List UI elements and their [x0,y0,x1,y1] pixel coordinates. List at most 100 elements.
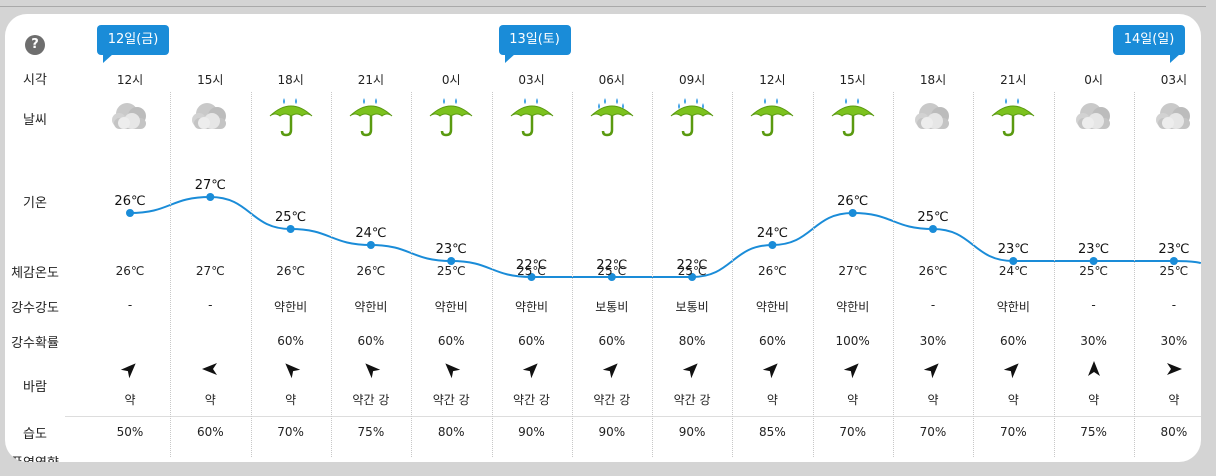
precip-prob-value: 60% [277,334,304,348]
temperature-data-label: 22℃ [677,258,708,273]
rain-umbrella-icon [988,94,1038,138]
time-label: 15시 [839,73,866,87]
precip-intensity-value: 약한비 [836,300,870,314]
day-tag: 12일(금) [97,25,169,63]
row-divider [65,416,1201,417]
temperature-point [688,273,697,281]
wind-strength-value: 약 [204,393,216,407]
cloudy-icon [185,94,235,138]
day-tag-label: 13일(토) [509,32,560,47]
precip-prob-value: 30% [1080,334,1107,348]
heavy-rain-umbrella-icon [667,94,717,138]
temperature-data-label: 25℃ [917,210,948,225]
wind-strength-value: 약간 강 [352,393,390,407]
wind-direction-icon [999,355,1027,383]
temperature-data-label: 25℃ [275,210,306,225]
day-tag-pointer [504,54,515,63]
humidity-value: 80% [437,425,465,439]
feels-like-value: 25℃ [517,264,546,278]
temperature-data-label: 26℃ [114,194,145,209]
rain-umbrella-icon [346,94,396,138]
top-divider [0,6,1206,7]
precip-intensity-value: 보통비 [675,300,709,314]
temperature-point [206,193,215,201]
feels-like-value: 26℃ [356,264,386,278]
precip-prob-value: 60% [759,334,786,348]
wind-direction-icon [919,355,947,383]
precip-intensity-value: - [127,298,133,312]
precip-prob-value: 80% [678,334,706,348]
feels-like-value: 26℃ [115,264,145,278]
wind-direction-icon [598,355,626,383]
day-tag-pointer [1169,54,1180,63]
day-tag: 13일(토) [498,25,571,63]
temperature-point [286,225,295,233]
wind-direction-icon [200,359,220,379]
precip-prob-value: 60% [437,334,465,348]
humidity-value: 70% [277,425,304,439]
column-divider [813,92,814,457]
feels-like-value: 27℃ [195,264,225,278]
humidity-value: 60% [196,425,224,439]
time-label: 0시 [441,73,461,87]
precip-intensity-value: - [208,298,213,312]
precip-intensity-value: 약한비 [434,300,468,314]
column-divider [251,92,252,457]
feels-like-value: 27℃ [838,264,868,278]
temperature-data-label: 27℃ [195,178,226,193]
precip-intensity-value: 약한비 [514,300,549,314]
temperature-point [848,209,857,217]
temperature-point [1169,257,1178,265]
temperature-data-label: 24℃ [355,226,386,241]
wind-direction-icon [678,355,706,383]
temperature-point [607,273,616,281]
wind-strength-value: 약 [124,393,136,407]
wind-direction-icon [839,355,867,383]
humidity-value: 85% [759,425,786,439]
hourly-forecast-panel: ? 시각 날씨 기온 체감온도 강수강도 강수확률 바람 습도 폭염영향 26℃… [5,14,1201,462]
day-tag-label: 12일(금) [107,32,159,47]
precip-prob-value: 30% [919,334,947,348]
time-label: 12시 [759,73,786,87]
precip-prob-value: 60% [598,334,626,348]
column-divider [1134,92,1135,457]
precip-intensity-value: - [1091,298,1096,312]
precip-prob-value: 60% [518,334,545,348]
cloudy-icon [908,94,958,138]
row-label-feels: 체감온도 [11,266,59,281]
temperature-point [366,241,375,249]
time-label: 18시 [919,73,947,87]
time-label: 12시 [116,73,144,87]
humidity-value: 75% [1080,425,1107,439]
precip-intensity-value: 약한비 [996,300,1030,314]
precip-prob-value: 100% [835,334,870,348]
feels-like-value: 25℃ [1159,264,1189,278]
rain-umbrella-icon [507,94,557,138]
row-label-time: 시각 [23,73,47,88]
feels-like-value: 25℃ [677,264,707,278]
wind-direction-icon [437,355,465,383]
help-icon[interactable]: ? [25,35,45,55]
temperature-data-label: 23℃ [1158,242,1189,257]
rain-umbrella-icon [828,94,878,138]
feels-like-value: 26℃ [276,264,305,278]
precip-prob-value: 60% [999,334,1027,348]
column-divider [893,92,894,457]
temperature-point [126,209,134,217]
wind-direction-icon [1164,359,1184,379]
humidity-value: 70% [999,425,1027,439]
humidity-value: 90% [598,425,626,439]
feels-like-value: 26℃ [918,264,948,278]
feels-like-value: 24℃ [998,264,1028,278]
temperature-data-label: 26℃ [837,194,868,209]
time-label: 03시 [518,73,545,87]
humidity-value: 75% [357,425,385,439]
column-divider [732,92,733,457]
time-label: 03시 [1160,73,1188,87]
humidity-value: 50% [116,425,144,439]
wind-direction-icon [276,355,304,383]
temperature-data-label: 24℃ [757,226,788,241]
column-divider [1054,92,1055,457]
humidity-value: 80% [1160,425,1188,439]
wind-direction-icon [1084,359,1104,379]
